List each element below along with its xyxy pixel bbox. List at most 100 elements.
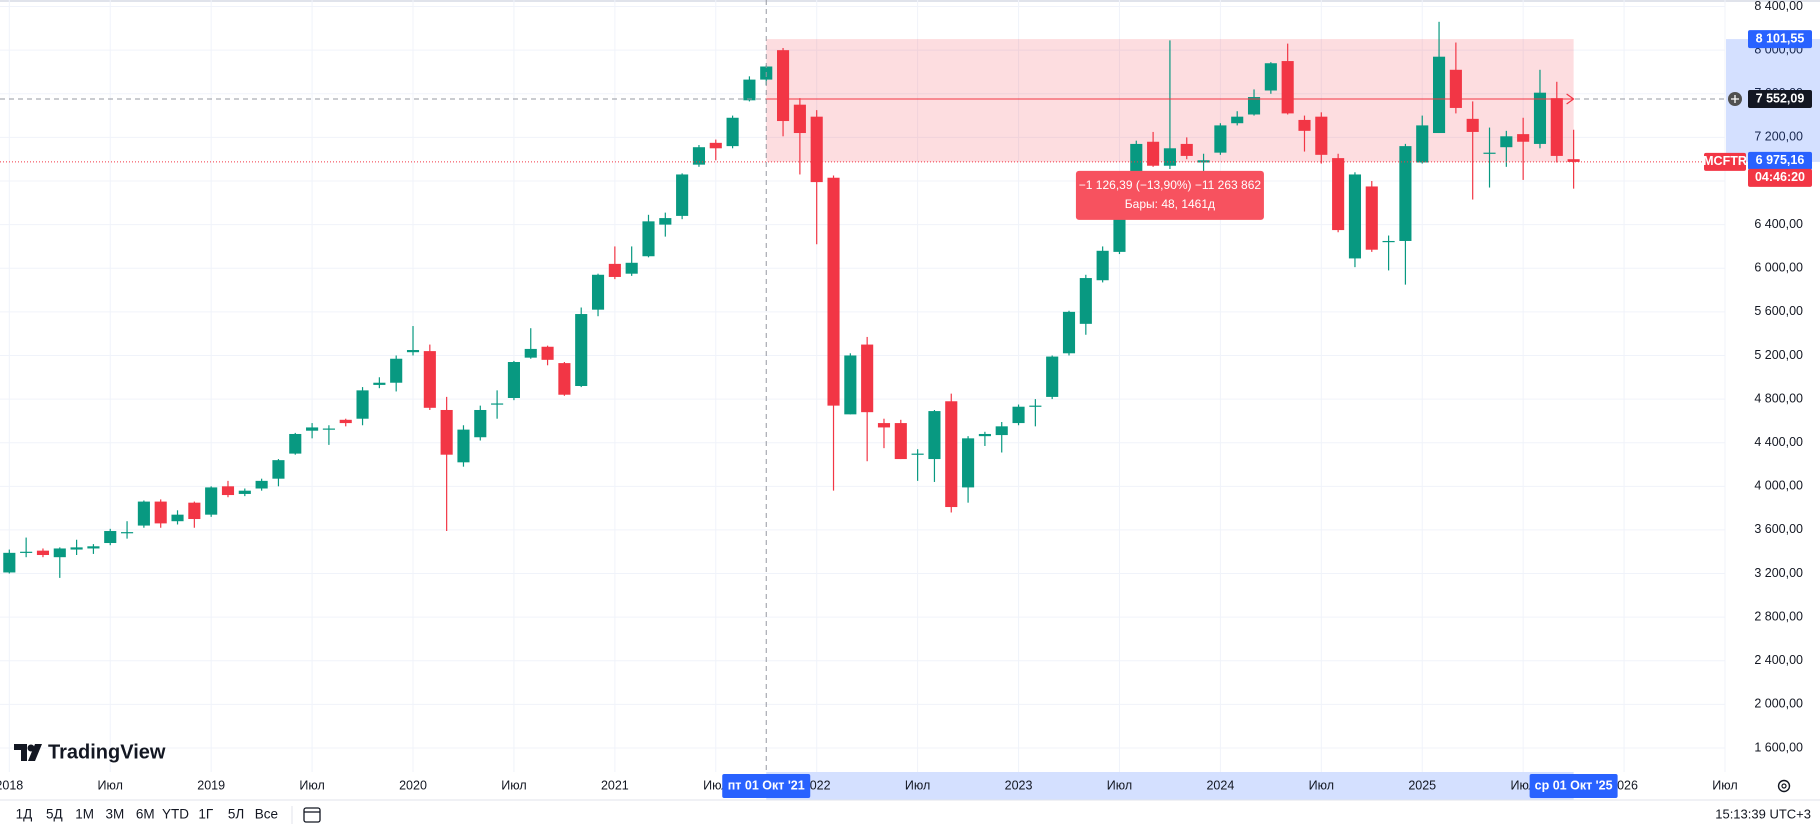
range-button[interactable]: Все bbox=[255, 807, 278, 822]
candle-body bbox=[1567, 159, 1580, 162]
candle-body bbox=[1147, 141, 1160, 166]
candle-body bbox=[1348, 174, 1362, 259]
candle-body bbox=[1264, 63, 1277, 91]
candle-body bbox=[221, 486, 235, 496]
candle-body bbox=[272, 460, 285, 479]
measure-arrowhead bbox=[1566, 93, 1575, 105]
candle-body bbox=[137, 501, 150, 526]
x-tick-label: Июл bbox=[98, 778, 123, 792]
candle-body bbox=[1466, 118, 1479, 132]
candle-body bbox=[524, 348, 537, 358]
range-button[interactable]: 1Д bbox=[16, 807, 33, 822]
clock: 15:13:39 UTC+3 bbox=[1715, 806, 1811, 821]
candle-body bbox=[743, 79, 756, 101]
candle-body bbox=[154, 501, 167, 524]
candle-body bbox=[373, 382, 386, 385]
logo-icon-dot bbox=[27, 744, 35, 752]
high-price-label: 8 101,55 bbox=[1756, 31, 1805, 45]
candle-body bbox=[1332, 158, 1345, 231]
candle-body bbox=[1281, 61, 1294, 114]
candle-body bbox=[1180, 143, 1193, 156]
candle-body bbox=[726, 117, 739, 147]
overlays: −1 126,39 (−13,90%) −11 263 862 Бары: 48,… bbox=[0, 0, 1725, 772]
range-button[interactable]: 5Л bbox=[228, 807, 244, 822]
candle-body bbox=[322, 428, 335, 430]
range-button[interactable]: 5Д bbox=[46, 807, 63, 822]
candle-body bbox=[356, 390, 369, 419]
x-tick-label: Июл bbox=[703, 778, 728, 792]
range-button[interactable]: YTD bbox=[162, 807, 189, 822]
candle-body bbox=[1500, 136, 1513, 148]
candle-body bbox=[1365, 186, 1378, 250]
candle-body bbox=[709, 142, 722, 149]
candle-body bbox=[1197, 160, 1210, 163]
range-button[interactable]: 6М bbox=[136, 807, 155, 822]
calendar-body bbox=[303, 807, 321, 823]
candle-body bbox=[1029, 405, 1042, 407]
candle-body bbox=[1399, 146, 1412, 241]
last-price-label-bg bbox=[1748, 151, 1812, 170]
range-button[interactable]: 3М bbox=[106, 807, 125, 822]
candle-body bbox=[104, 531, 117, 544]
high-price-label-bg bbox=[1748, 30, 1812, 49]
y-tick-label: 5 600,00 bbox=[1754, 304, 1803, 318]
x-tick-label: 2019 bbox=[197, 778, 225, 792]
candle-body bbox=[205, 487, 218, 515]
candle-body bbox=[962, 438, 975, 488]
candle-body bbox=[692, 147, 706, 165]
countdown-label-bg bbox=[1748, 168, 1812, 187]
candle-body bbox=[1046, 356, 1059, 397]
y-tick-label: 3 600,00 bbox=[1754, 522, 1803, 536]
x-tick-label: 2024 bbox=[1206, 778, 1234, 792]
measure-end-time-label-bg bbox=[1529, 774, 1618, 798]
candle-body bbox=[1432, 56, 1446, 134]
candle-body bbox=[1214, 125, 1227, 153]
x-tick-label: 2021 bbox=[601, 778, 629, 792]
y-tick-label: 1 600,00 bbox=[1754, 740, 1803, 754]
measure-tooltip bbox=[1075, 170, 1264, 220]
gear-ring bbox=[1777, 779, 1791, 793]
candle-body bbox=[1382, 240, 1395, 243]
candle-body bbox=[121, 532, 134, 534]
measure-bars: Бары: 48, 1461д bbox=[1125, 197, 1215, 211]
settings-icon[interactable] bbox=[1777, 779, 1791, 793]
range-button[interactable]: 1М bbox=[75, 807, 94, 822]
candle-body bbox=[36, 550, 50, 556]
candles bbox=[3, 21, 1580, 578]
candle-body bbox=[827, 177, 840, 406]
y-tick-label: 4 400,00 bbox=[1754, 435, 1803, 449]
candle-body bbox=[810, 116, 823, 183]
x-axis-range-highlight bbox=[766, 772, 1574, 800]
y-tick-label: 2 400,00 bbox=[1754, 653, 1803, 667]
candle-body bbox=[1517, 134, 1530, 142]
candle-body bbox=[474, 409, 487, 438]
y-tick-label: 5 200,00 bbox=[1754, 348, 1803, 362]
candle-body bbox=[289, 433, 302, 454]
symbol-label: MCFTR bbox=[1703, 154, 1747, 168]
candle-body bbox=[1113, 218, 1126, 252]
candle-body bbox=[558, 363, 571, 395]
candle-body bbox=[87, 546, 100, 549]
candle-body bbox=[507, 362, 520, 398]
x-tick-label: Июл bbox=[299, 778, 324, 792]
range-button[interactable]: 1Г bbox=[198, 807, 214, 822]
candle-body bbox=[1483, 152, 1496, 154]
last-price-label: 6 975,16 bbox=[1756, 153, 1805, 167]
x-tick-label: Июл bbox=[1510, 778, 1535, 792]
candle-body bbox=[238, 490, 251, 494]
x-tick-label: Июл bbox=[1309, 778, 1334, 792]
crosshair-price-label-bg bbox=[1748, 89, 1812, 108]
candle-body bbox=[928, 411, 941, 460]
candle-body bbox=[575, 314, 588, 386]
calendar-icon[interactable] bbox=[303, 807, 321, 823]
measure-change: −1 126,39 (−13,90%) −11 263 862 bbox=[1079, 178, 1262, 192]
candle-body bbox=[1247, 97, 1261, 115]
candle-body bbox=[591, 274, 605, 310]
candle-body bbox=[894, 423, 907, 460]
logo-icon bbox=[14, 744, 42, 761]
toolbar: 15:13:39 UTC+3 1Д 5Д 1М 3М 6М YTD 1Г 5Л Все bbox=[16, 806, 1811, 824]
x-tick-label: Июл bbox=[1712, 778, 1737, 792]
candle-body bbox=[20, 551, 33, 553]
candle-body bbox=[1298, 119, 1311, 131]
candle-body bbox=[1550, 98, 1563, 156]
